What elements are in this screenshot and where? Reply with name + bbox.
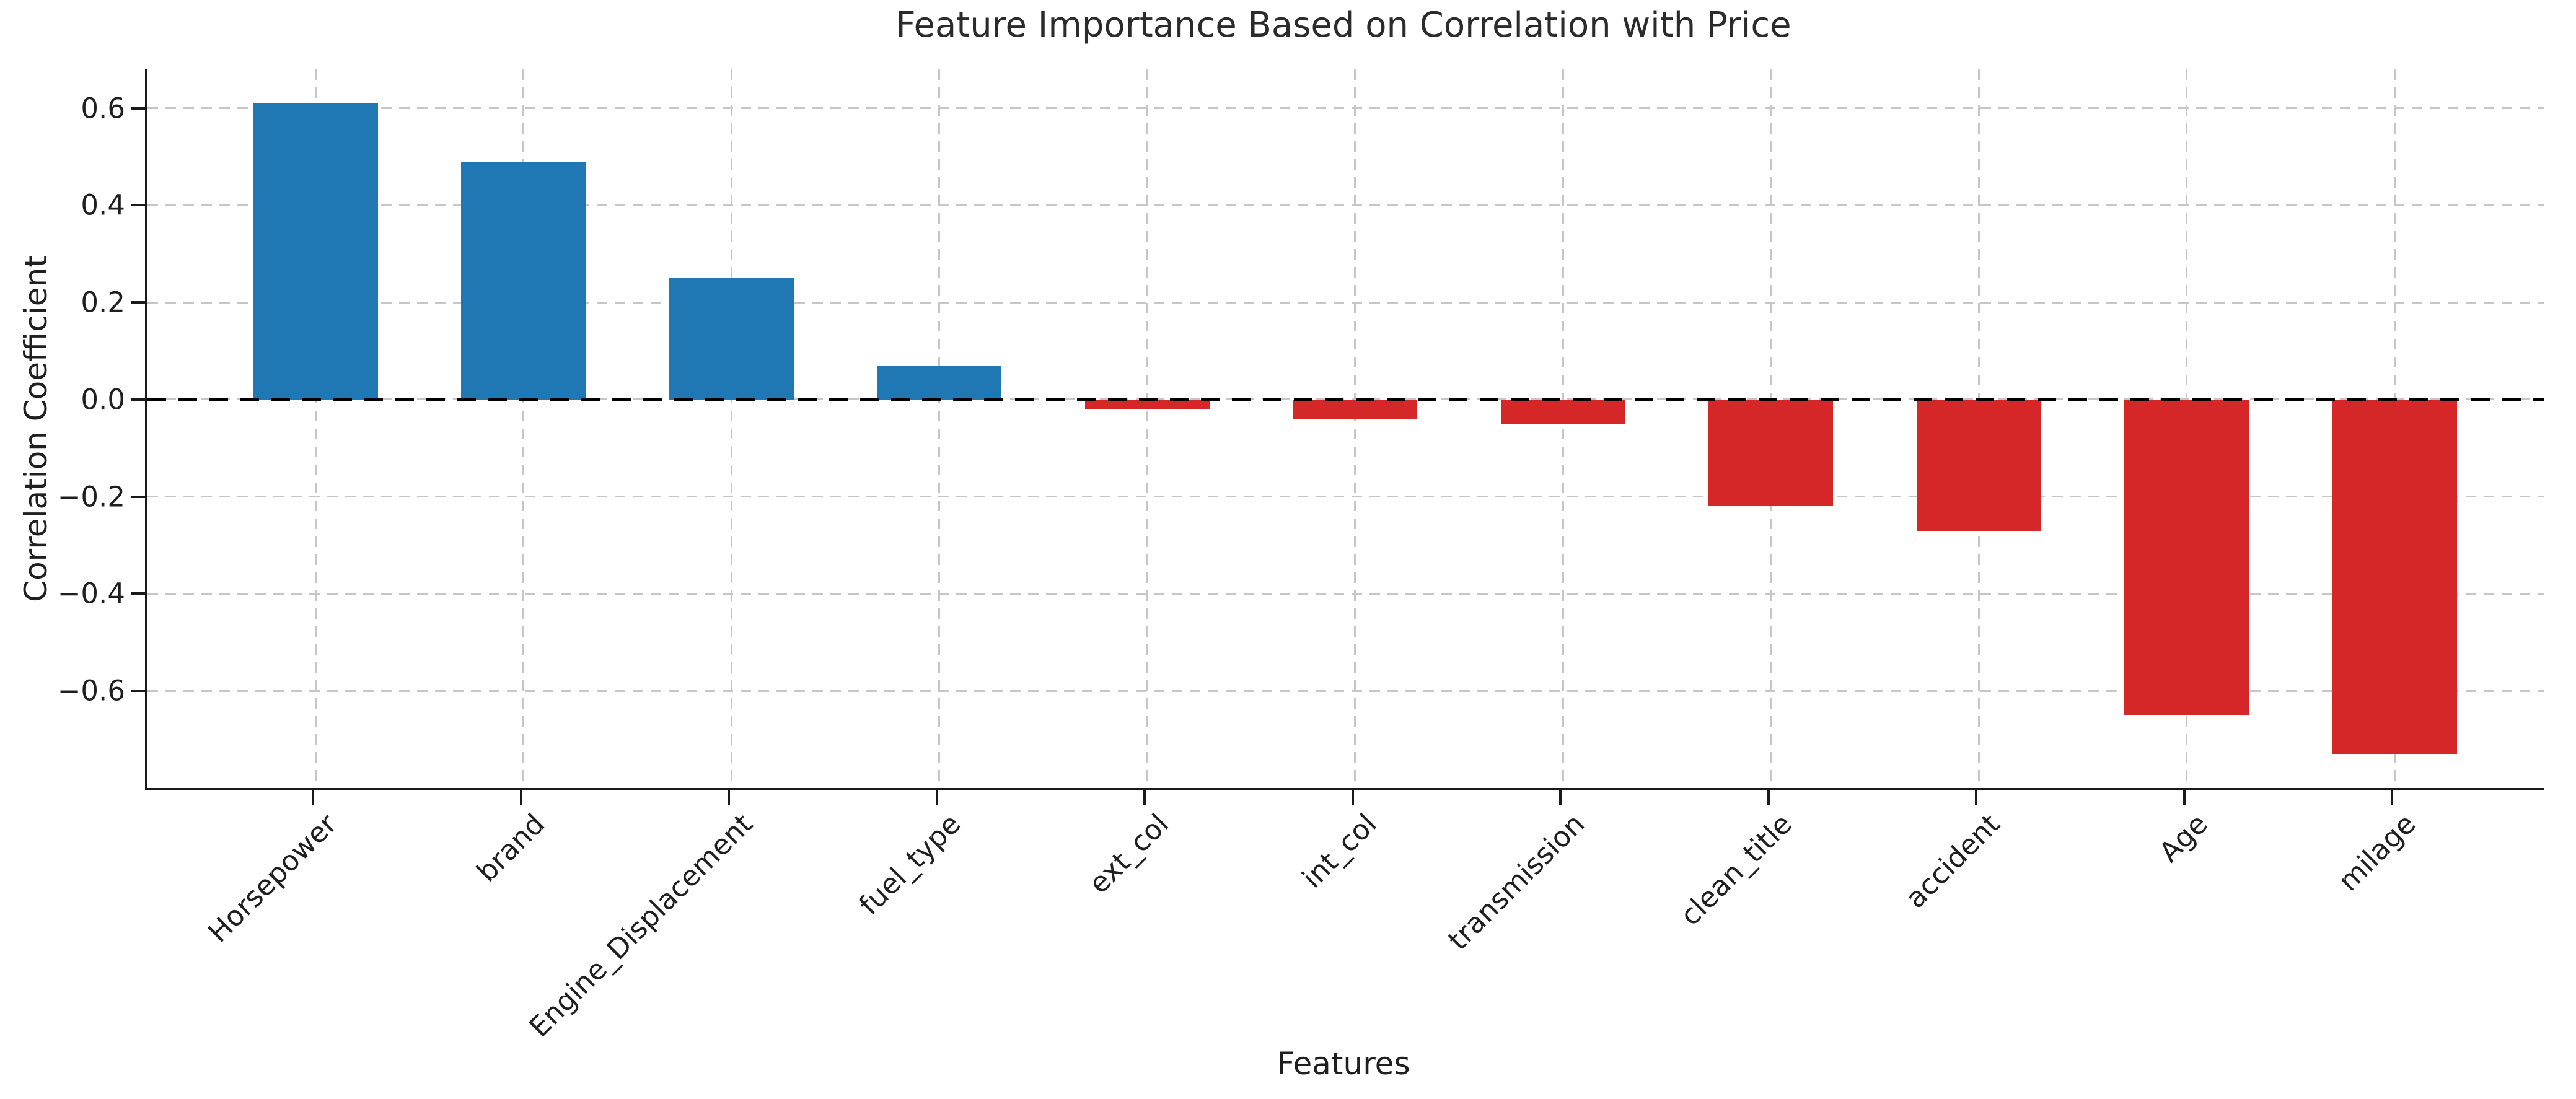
plot-area (145, 69, 2544, 790)
bar-brand (461, 161, 586, 400)
bar-Engine_Displacement (669, 278, 794, 400)
x-tick-label: clean_title (1673, 807, 1799, 932)
gridline-horizontal (147, 107, 2544, 110)
x-tick-mark (2391, 790, 2393, 805)
x-tick-label: brand (470, 807, 552, 888)
x-tick-label: Age (2153, 807, 2215, 869)
y-tick-mark (131, 495, 145, 498)
gridline-vertical (314, 69, 317, 788)
y-tick-label: 0.4 (81, 188, 125, 222)
bar-int_col (1293, 399, 1417, 419)
gridline-vertical (522, 69, 524, 788)
bar-transmission (1500, 399, 1625, 424)
gridline-horizontal (147, 690, 2544, 692)
gridline-vertical (1146, 69, 1148, 788)
x-tick-mark (1351, 790, 1354, 805)
bar-Horsepower (253, 103, 378, 400)
bar-accident (1916, 399, 2041, 531)
x-tick-label: int_col (1295, 807, 1383, 895)
y-tick-label: −0.6 (57, 674, 125, 707)
y-tick-mark (131, 398, 145, 401)
y-tick-mark (131, 301, 145, 304)
zero-line (147, 398, 2544, 401)
y-tick-label: 0.6 (81, 92, 125, 125)
x-axis-label: Features (1277, 1046, 1410, 1082)
x-tick-label: fuel_type (852, 807, 967, 922)
y-tick-label: −0.4 (57, 577, 125, 610)
x-tick-mark (1143, 790, 1146, 805)
y-tick-label: 0.2 (81, 286, 125, 319)
x-tick-mark (519, 790, 522, 805)
x-tick-mark (935, 790, 938, 805)
gridline-horizontal (147, 496, 2544, 498)
gridline-vertical (730, 69, 732, 788)
x-tick-label: accident (1899, 807, 2007, 915)
y-tick-mark (131, 690, 145, 693)
x-tick-mark (1975, 790, 1977, 805)
y-tick-mark (131, 107, 145, 110)
gridline-vertical (1562, 69, 1564, 788)
y-tick-mark (131, 592, 145, 595)
x-tick-mark (728, 790, 730, 805)
y-tick-label: −0.2 (57, 480, 125, 514)
bar-Age (2124, 399, 2249, 716)
gridline-horizontal (147, 204, 2544, 206)
x-tick-label: transmission (1441, 807, 1591, 957)
y-tick-label: 0.0 (81, 383, 125, 416)
gridline-horizontal (147, 592, 2544, 595)
x-tick-label: Horsepower (201, 807, 343, 949)
bar-ext_col (1084, 399, 1210, 409)
x-tick-label: milage (2332, 807, 2422, 898)
gridline-horizontal (147, 301, 2544, 304)
chart-title: Feature Importance Based on Correlation … (895, 5, 1791, 45)
x-tick-mark (312, 790, 314, 805)
x-tick-label: Engine_Displacement (522, 807, 759, 1044)
y-tick-mark (131, 204, 145, 207)
x-tick-mark (1559, 790, 1562, 805)
x-tick-mark (2183, 790, 2186, 805)
x-tick-label: ext_col (1082, 807, 1175, 900)
bar-fuel_type (877, 366, 1001, 400)
gridline-vertical (1354, 69, 1356, 788)
x-tick-mark (1767, 790, 1770, 805)
bar-clean_title (1708, 399, 1833, 507)
gridline-vertical (938, 69, 940, 788)
bar-milage (2332, 399, 2457, 755)
